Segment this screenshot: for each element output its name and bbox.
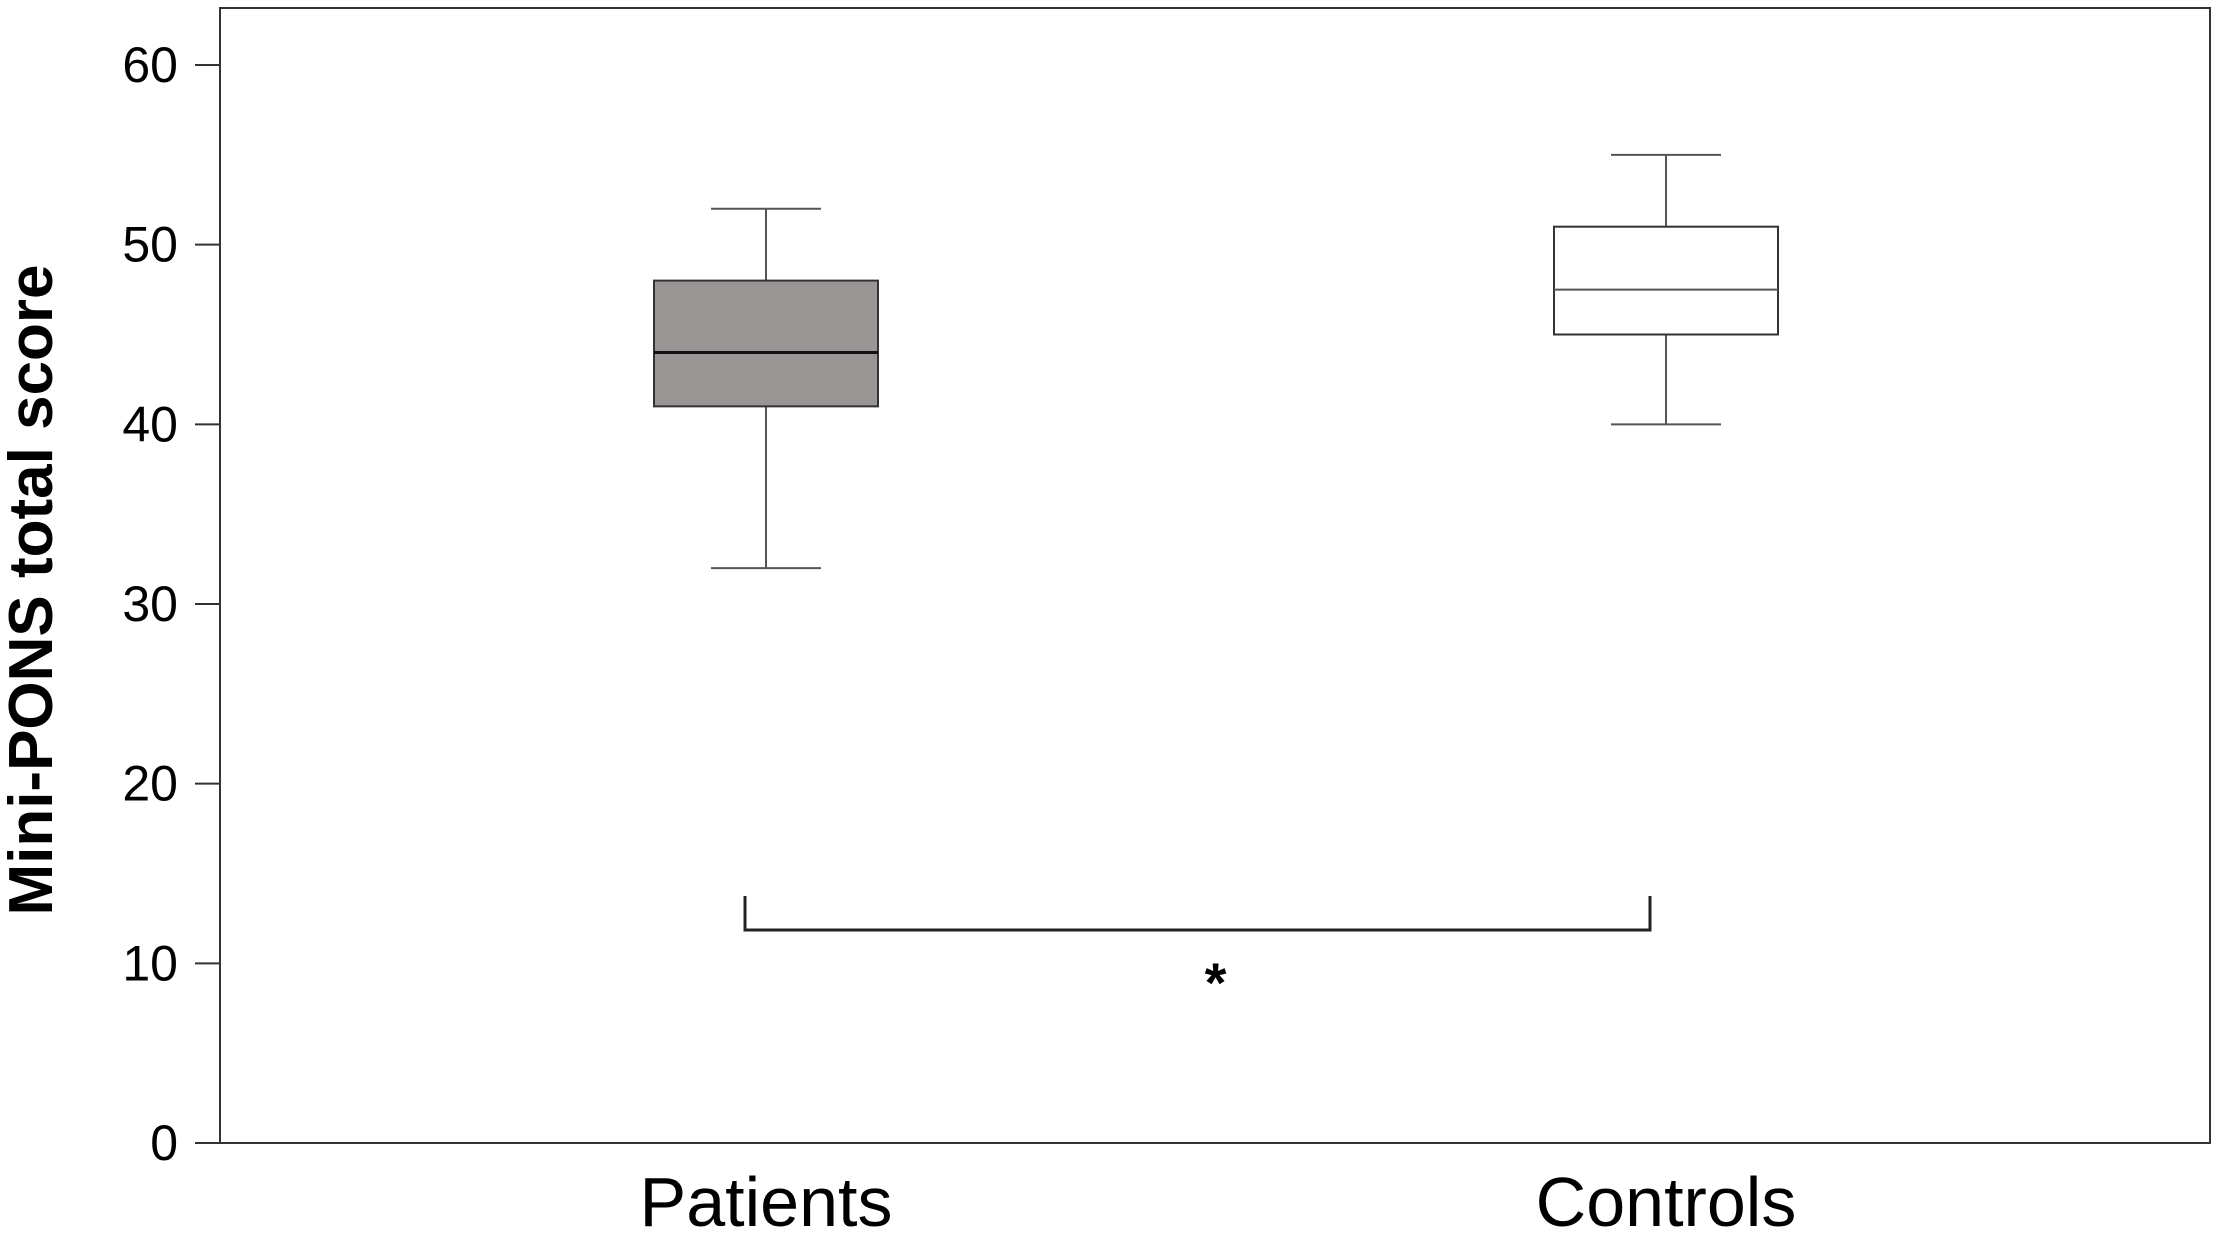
significance-label: * <box>1205 951 1227 1014</box>
y-tick-label: 0 <box>150 1115 178 1171</box>
y-axis: 0 10 20 30 40 50 60 <box>122 37 220 1171</box>
y-tick-label: 20 <box>122 756 178 812</box>
y-tick-label: 40 <box>122 396 178 452</box>
y-tick-label: 30 <box>122 576 178 632</box>
plot-frame <box>219 7 2211 1144</box>
box-controls <box>1553 153 1779 426</box>
y-tick-label: 50 <box>122 217 178 273</box>
x-axis: Patients Controls <box>640 1163 1797 1241</box>
iqr-box <box>1553 225 1779 336</box>
iqr-box <box>653 279 879 408</box>
significance-bracket: * <box>743 896 1652 1014</box>
bracket-line <box>743 896 1652 932</box>
x-category-label: Patients <box>640 1163 893 1241</box>
box-patients <box>653 207 879 570</box>
y-tick-label: 10 <box>122 935 178 991</box>
x-category-label: Controls <box>1536 1163 1797 1241</box>
y-tick-label: 60 <box>122 37 178 93</box>
y-axis-title: Mini-PONS total score <box>0 264 66 915</box>
box-series <box>653 153 1779 570</box>
